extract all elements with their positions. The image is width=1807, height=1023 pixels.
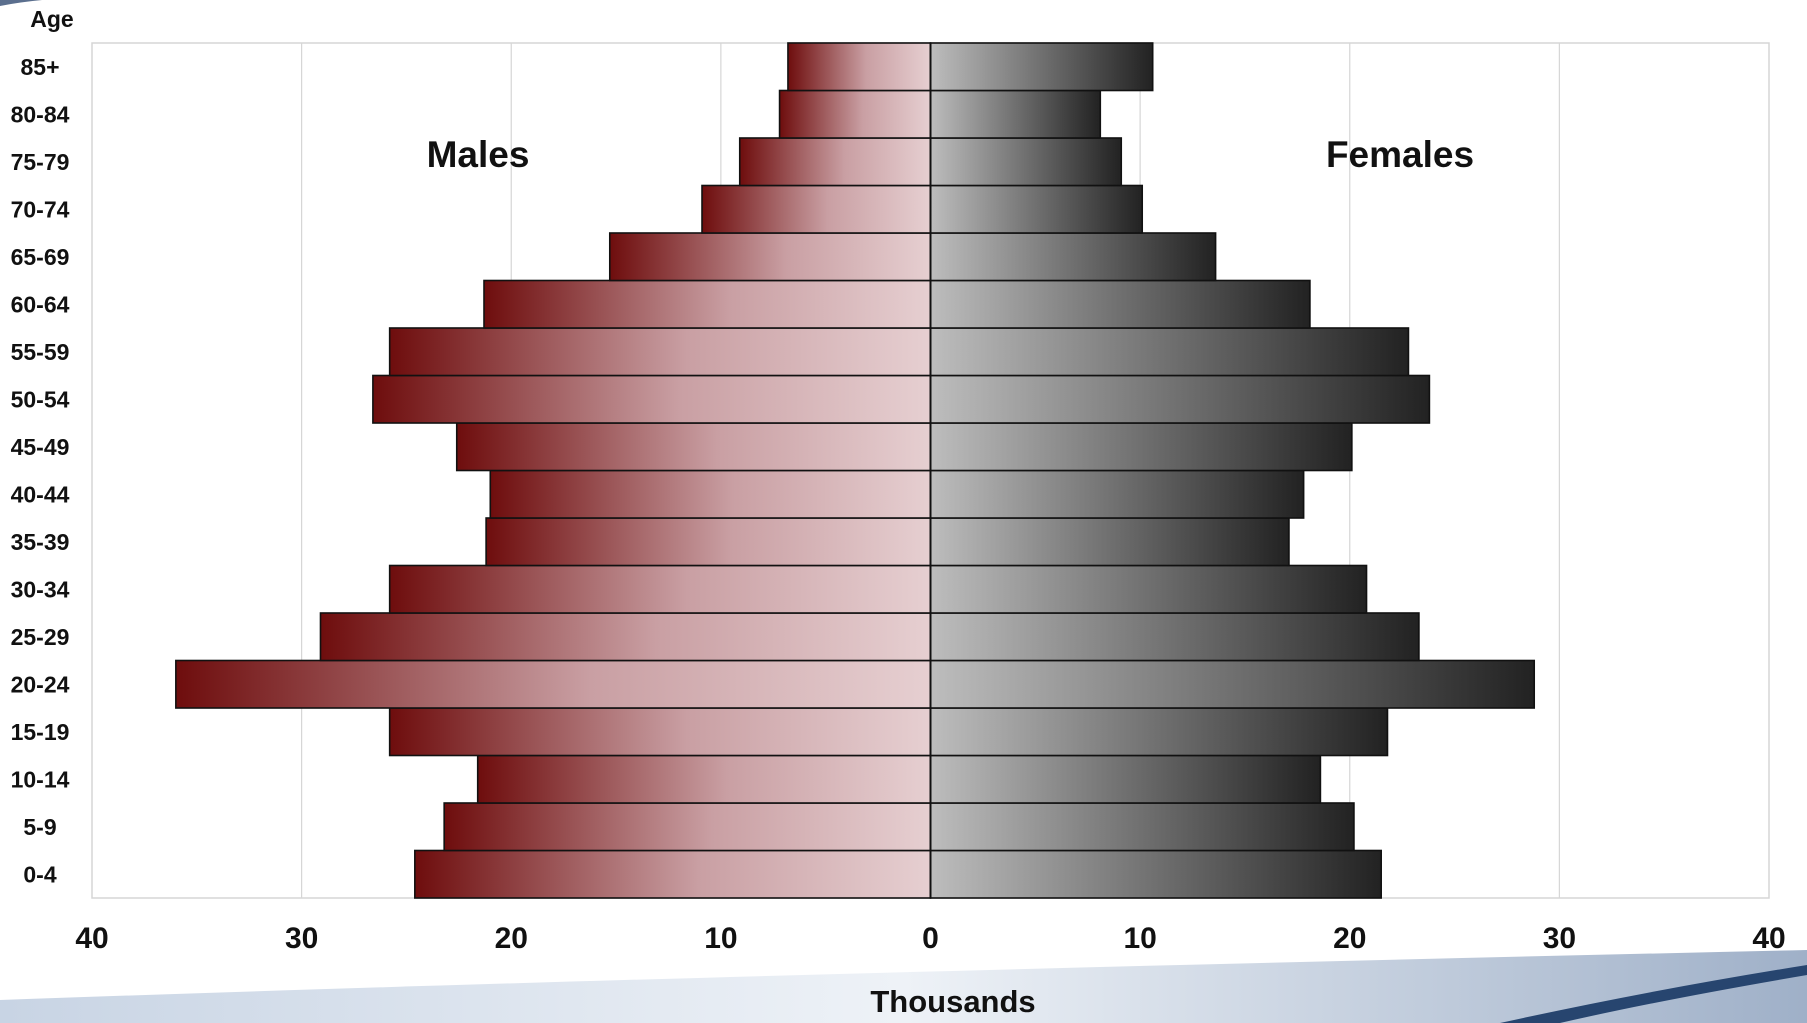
age-label: 50-54 (11, 386, 70, 412)
x-tick-label: 20 (1333, 922, 1366, 955)
bar-females-70-74 (929, 184, 1144, 234)
age-label: 15-19 (11, 719, 70, 745)
x-tick-labels: 40 30 20 10 0 10 20 30 40 (75, 922, 1785, 955)
bar-females-85+ (929, 42, 1154, 92)
bars (175, 42, 1536, 899)
x-tick-label: 30 (1543, 922, 1576, 955)
age-label: 10-14 (11, 766, 70, 792)
x-axis-title: Thousands (870, 984, 1035, 1019)
age-label: 80-84 (11, 101, 70, 127)
bar-males-65-69 (608, 232, 932, 282)
bar-males-0-4 (414, 849, 932, 899)
age-label: 35-39 (11, 529, 70, 555)
bar-males-35-39 (485, 517, 932, 567)
bar-females-20-24 (929, 659, 1536, 709)
bar-males-15-19 (388, 707, 932, 757)
x-tick-label: 40 (1752, 922, 1785, 955)
bar-males-40-44 (489, 469, 932, 519)
bar-females-0-4 (929, 849, 1382, 899)
age-label: 65-69 (11, 244, 70, 270)
x-tick-label: 10 (704, 922, 737, 955)
age-label: 0-4 (23, 861, 56, 887)
bar-females-25-29 (929, 612, 1420, 662)
bar-males-55-59 (388, 327, 932, 377)
bar-males-5-9 (443, 802, 932, 852)
bar-females-55-59 (929, 327, 1410, 377)
bar-males-50-54 (372, 374, 932, 424)
bar-males-75-79 (738, 137, 932, 187)
bar-males-10-14 (476, 754, 932, 804)
bar-females-60-64 (929, 279, 1311, 329)
bar-females-10-14 (929, 754, 1322, 804)
bar-males-70-74 (701, 184, 932, 234)
x-tick-label: 0 (922, 922, 939, 955)
age-label: 20-24 (11, 671, 70, 697)
age-label: 25-29 (11, 624, 70, 650)
age-label: 60-64 (11, 291, 70, 317)
x-tick-label: 40 (75, 922, 108, 955)
bar-females-30-34 (929, 564, 1368, 614)
age-label: 75-79 (11, 149, 70, 175)
bar-females-80-84 (929, 89, 1102, 139)
age-label: 55-59 (11, 339, 70, 365)
age-label: 40-44 (11, 481, 70, 507)
bar-males-60-64 (483, 279, 932, 329)
bar-males-45-49 (455, 422, 932, 472)
age-label: 85+ (20, 54, 59, 80)
x-tick-label: 20 (495, 922, 528, 955)
age-label: 5-9 (23, 814, 56, 840)
bar-females-15-19 (929, 707, 1389, 757)
x-tick-label: 10 (1123, 922, 1156, 955)
bar-females-50-54 (929, 374, 1431, 424)
bar-males-80-84 (778, 89, 932, 139)
bar-females-75-79 (929, 137, 1123, 187)
age-label: 70-74 (11, 196, 70, 222)
bar-males-30-34 (388, 564, 932, 614)
bar-males-25-29 (319, 612, 932, 662)
x-tick-label: 30 (285, 922, 318, 955)
series-label-males: Males (427, 134, 530, 175)
age-label: 30-34 (11, 576, 70, 602)
bar-males-85+ (787, 42, 932, 92)
age-labels: 0-4 5-9 10-14 15-19 20-24 25-29 30-34 35-39 40-4… (11, 54, 70, 888)
bar-females-35-39 (929, 517, 1290, 567)
series-label-females: Females (1326, 134, 1474, 175)
bar-females-65-69 (929, 232, 1217, 282)
bar-females-40-44 (929, 469, 1305, 519)
bar-females-45-49 (929, 422, 1353, 472)
y-axis-title: Age (30, 6, 73, 32)
age-label: 45-49 (11, 434, 70, 460)
bar-males-20-24 (175, 659, 932, 709)
bar-females-5-9 (929, 802, 1355, 852)
